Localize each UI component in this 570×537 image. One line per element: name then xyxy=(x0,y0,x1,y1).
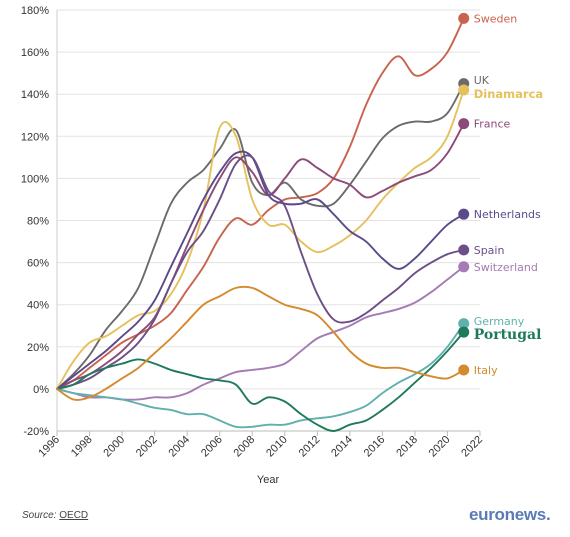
y-tick-label: 100% xyxy=(21,173,49,185)
x-tick-label: 2018 xyxy=(394,434,420,460)
line-netherlands xyxy=(56,150,465,390)
y-tick-label: 20% xyxy=(27,342,49,354)
series-lines xyxy=(56,12,470,432)
label-portugal: Portugal xyxy=(474,327,542,343)
label-spain: Spain xyxy=(474,244,505,257)
end-point-italy xyxy=(458,364,470,376)
x-tick-label: 2002 xyxy=(134,434,160,460)
y-tick-label: 160% xyxy=(21,47,49,59)
line-italy xyxy=(56,285,465,401)
source-link[interactable]: OECD xyxy=(59,510,89,521)
label-sweden: Sweden xyxy=(474,12,517,25)
y-tick-label: 0% xyxy=(33,384,49,396)
y-tick-label: 80% xyxy=(27,216,49,228)
end-point-france xyxy=(458,118,470,130)
x-tick-label: 2010 xyxy=(264,434,290,460)
x-tick-label: 2020 xyxy=(427,434,453,460)
x-tick-label: 2008 xyxy=(232,434,258,460)
end-point-germany xyxy=(458,318,470,330)
line-portugal xyxy=(56,331,465,432)
x-tick-label: 1998 xyxy=(69,434,95,460)
x-axis-label: Year xyxy=(257,474,280,486)
label-italy: Italy xyxy=(474,364,498,377)
x-tick-label: 2004 xyxy=(166,434,192,460)
y-tick-label: 180% xyxy=(21,5,49,17)
y-tick-label: 120% xyxy=(21,131,49,143)
line-uk xyxy=(56,82,465,390)
line-france xyxy=(56,122,465,390)
source-note: Source: OECD xyxy=(22,510,88,521)
x-tick-label: 2016 xyxy=(362,434,388,460)
end-point-spain xyxy=(458,244,470,256)
y-tick-label: 60% xyxy=(27,258,49,270)
label-netherlands: Netherlands xyxy=(474,208,541,221)
y-tick-label: 40% xyxy=(27,300,49,312)
brand-name: euronews xyxy=(469,505,546,524)
y-tick-label: 140% xyxy=(21,89,49,101)
x-tick-label: 2012 xyxy=(297,434,323,460)
label-dinamarca: Dinamarca xyxy=(474,87,543,101)
end-point-dinamarca xyxy=(458,84,470,96)
line-spain xyxy=(56,154,465,390)
line-dinamarca xyxy=(56,89,465,390)
end-point-portugal xyxy=(458,326,470,338)
y-tick-label: -20% xyxy=(23,426,49,438)
end-point-netherlands xyxy=(458,208,470,220)
x-tick-label: 2014 xyxy=(329,434,355,460)
label-germany: Germany xyxy=(474,315,525,328)
line-germany xyxy=(56,322,465,429)
x-tick-label: 2022 xyxy=(459,434,485,460)
label-uk: UK xyxy=(474,74,490,87)
x-tick-label: 2000 xyxy=(101,434,127,460)
source-prefix: Source: xyxy=(22,510,60,521)
end-point-switzerland xyxy=(458,261,470,273)
label-switzerland: Switzerland xyxy=(474,261,538,274)
axes: -20% 0% 20% 40% 60% 80% 100% 120% 140% 160% 180% 19… xyxy=(21,5,485,459)
end-point-sweden xyxy=(458,12,470,24)
label-france: France xyxy=(474,118,511,131)
brand-dot: . xyxy=(545,505,551,524)
euronews-logo: euronews. xyxy=(469,505,551,525)
line-sweden xyxy=(56,17,465,390)
x-tick-label: 2006 xyxy=(199,434,225,460)
